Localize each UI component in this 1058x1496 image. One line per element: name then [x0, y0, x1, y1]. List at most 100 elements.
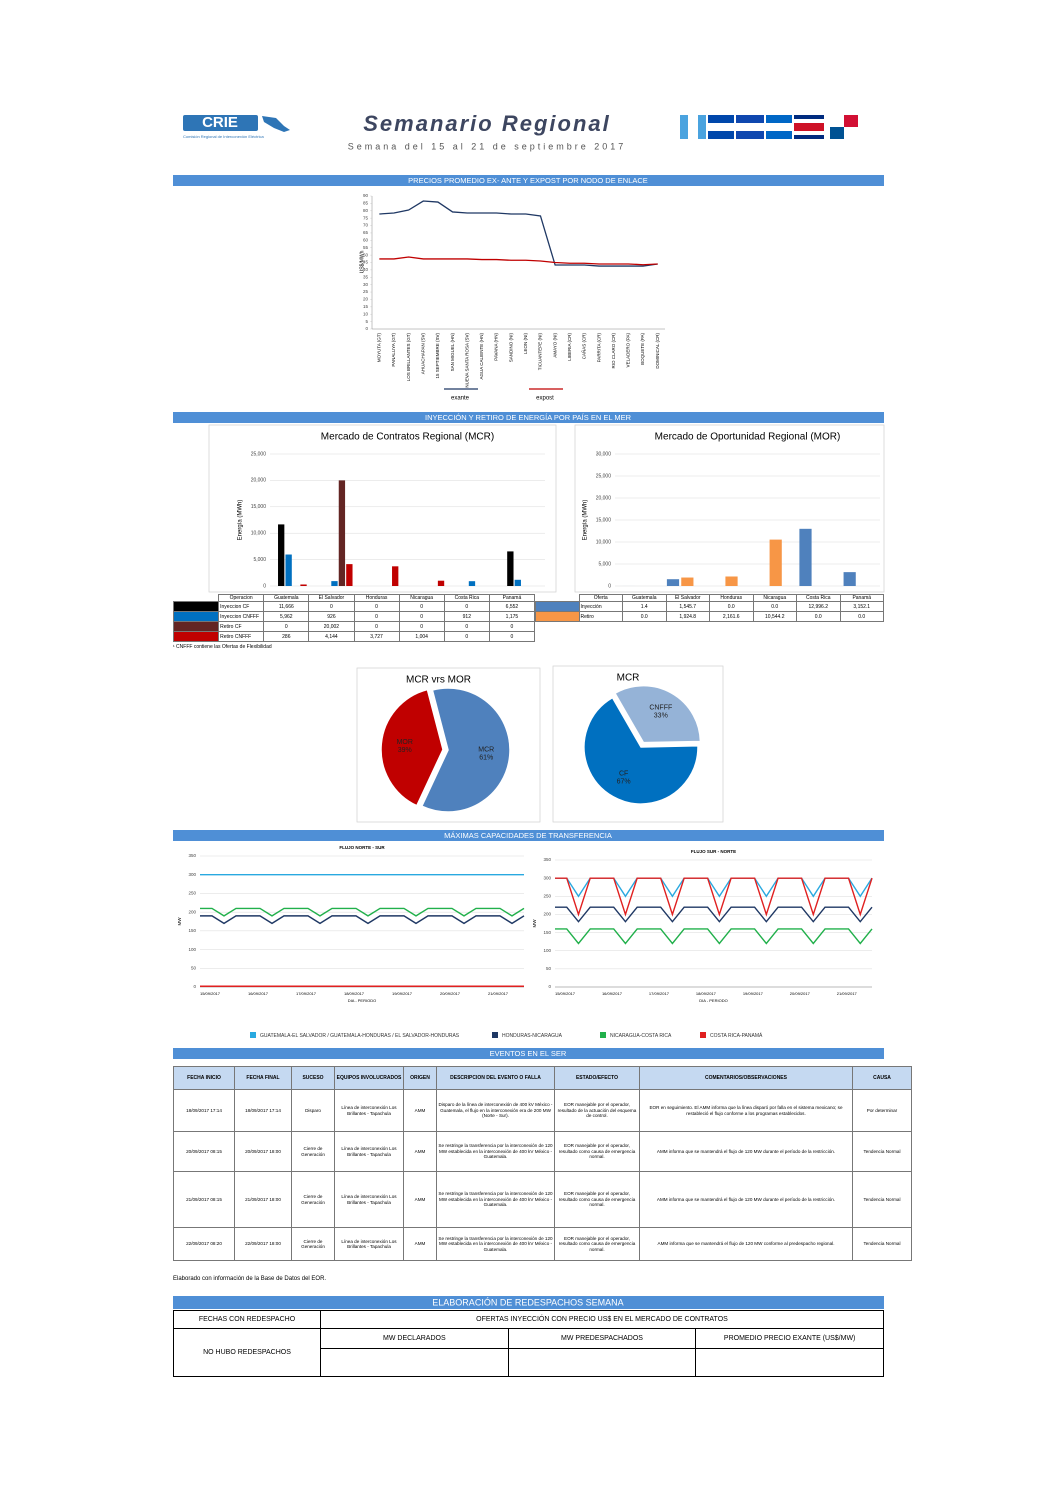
slice-label: CF: [619, 771, 628, 778]
bar: [507, 551, 514, 586]
legend-label: Retiro CF: [218, 621, 265, 632]
y-tick-label: 0: [263, 583, 266, 589]
table-cell: 0.0: [839, 611, 884, 622]
table-header: ORIGEN: [403, 1066, 437, 1090]
table-cell: [507, 1348, 697, 1377]
table-cell: Línea de interconexión Los Brillantes - …: [334, 1089, 404, 1132]
legend-label: Retiro CNFFF: [218, 631, 265, 642]
redespachos-table: FECHAS CON REDESPACHO OFERTAS INYECCIÓN C…: [173, 1310, 884, 1377]
table-header: ESTADO/EFECTO: [554, 1066, 640, 1090]
pie-slice: [613, 684, 702, 744]
x-tick-label: VELADERO (PA): [626, 333, 631, 368]
table-cell: 0: [443, 601, 490, 612]
x-tick-label: RIO CLARO (CR): [611, 333, 616, 369]
series-line: [555, 906, 873, 923]
section-title: EVENTOS EN EL SER: [490, 1049, 567, 1058]
y-tick-label: 350: [543, 857, 551, 862]
table-cell: Disparo de la línea de interconexión de …: [436, 1089, 555, 1132]
table-header: Honduras: [709, 594, 754, 602]
y-tick-label: 15: [363, 304, 369, 309]
table-cell: EOR manejable por el operador, resultado…: [554, 1227, 640, 1261]
y-tick-label: 70: [363, 223, 369, 228]
y-tick-label: 80: [363, 208, 369, 213]
x-tick-label: PANALUYA (GT): [391, 333, 396, 367]
pie-slice: [380, 688, 444, 807]
table-header: Panamá: [839, 594, 884, 602]
table-header: Honduras: [353, 594, 400, 602]
chart-title: Mercado de Oportunidad Regional (MOR): [655, 432, 841, 443]
table-header: OFERTAS INYECCIÓN CON PRECIO US$ EN EL M…: [320, 1310, 884, 1329]
slice-value: 33%: [654, 713, 668, 720]
table-cell: 21/09/2017 08:15: [173, 1171, 235, 1228]
y-tick-label: 50: [191, 965, 197, 970]
table-cell: 912: [443, 611, 490, 622]
x-tick-label: LOS BRILLANTES (GT): [406, 333, 411, 382]
y-axis-label: Energía (MWh): [583, 500, 589, 541]
x-tick-label: 17/09/2017: [649, 991, 670, 996]
x-tick-label: DOMINICAL (CR): [655, 333, 660, 369]
x-tick-label: 20/09/2017: [790, 991, 811, 996]
source-note: Elaborado con información de la Base de …: [173, 1276, 327, 1282]
table-cell: 6,552: [488, 601, 536, 612]
legend-label: Inyeccion CNFFF: [218, 611, 265, 622]
x-tick-label: 15/09/2017: [200, 991, 221, 996]
y-tick-label: 45: [363, 260, 369, 265]
table-row: [174, 1348, 884, 1377]
chart-title: FLUJO SUR - NORTE: [691, 849, 736, 854]
x-tick-label: 16/09/2017: [248, 991, 269, 996]
section-bar: [173, 1048, 884, 1059]
table-cell: Cierre de Generación: [291, 1227, 335, 1261]
table-cell: Por determinar: [852, 1089, 912, 1132]
x-tick-label: 19/09/2017: [743, 991, 764, 996]
table-header: Costa Rica: [796, 594, 841, 602]
legend-label: GUATEMALA-EL SALVADOR / GUATEMALA-HONDUR…: [260, 1033, 460, 1039]
table-row: NO HUBO REDESPACHOS MW DECLARADOS MW PREDE…: [173, 1328, 884, 1377]
table-cell: [695, 1348, 884, 1377]
table-cell: 286: [263, 631, 310, 642]
y-tick-label: 0: [608, 583, 611, 589]
table-header: Nicaragua: [398, 594, 445, 602]
x-tick-label: 16/09/2017: [602, 991, 623, 996]
table-cell: Tendencia Normal: [852, 1131, 912, 1172]
table-header: Guatemala: [263, 594, 310, 602]
bar: [725, 576, 738, 586]
series-line: [379, 256, 658, 266]
table-cell: Se restringe la transferencia por la int…: [436, 1171, 555, 1228]
slice-value: 39%: [398, 747, 412, 754]
table-header: FECHAS CON REDESPACHO: [173, 1310, 321, 1329]
table-cell: 0: [398, 621, 445, 632]
table-cell: 0: [308, 601, 355, 612]
x-tick-label: SANDINO (NI): [508, 332, 513, 362]
table-cell: 0: [353, 601, 400, 612]
bar: [468, 581, 476, 586]
table-header: COMENTARIOS/OBSERVACIONES: [639, 1066, 853, 1090]
table-cell: 12,996.2: [796, 601, 841, 612]
x-axis-label: DIA - PERIODO: [699, 998, 727, 1003]
y-tick-label: 40: [363, 267, 369, 272]
x-tick-label: NUEVA SANTA ROSA (SV): [464, 333, 469, 388]
table-row: 22/09/2017 08:20 22/09/2017 18:00 Cierre d…: [173, 1227, 912, 1261]
y-tick-label: 35: [363, 274, 369, 279]
y-tick-label: 300: [543, 875, 551, 880]
table-cell: 22/09/2017 08:20: [173, 1227, 235, 1261]
logo-map: [262, 116, 290, 132]
footnote: ¹ CNFFF contiene las Ofertas de Flexibil…: [173, 644, 272, 650]
y-tick-label: 25,000: [596, 473, 612, 479]
y-tick-label: 10: [363, 311, 369, 316]
x-tick-label: 17/09/2017: [296, 991, 317, 996]
events-table: FECHA INICIO FECHA FINAL SUCESO EQUIPOS INV…: [173, 1066, 912, 1261]
table-header: Panamá: [488, 594, 536, 602]
legend-label: Retiro: [578, 611, 623, 622]
bar: [346, 564, 353, 586]
legend-swatch: [172, 611, 220, 622]
table-cell: [174, 595, 219, 602]
legend-swatch: [535, 611, 580, 622]
y-tick-label: 50: [363, 252, 369, 257]
legend-label: HONDURAS-NICARAGUA: [502, 1033, 563, 1039]
table-cell: Cierre de Generación: [291, 1171, 335, 1228]
y-tick-label: 10,000: [596, 539, 612, 545]
bar: [681, 577, 694, 586]
table-header: Guatemala: [622, 594, 667, 602]
data-table: Oferta Guatemala El Salvador Honduras Nicara…: [535, 594, 884, 622]
